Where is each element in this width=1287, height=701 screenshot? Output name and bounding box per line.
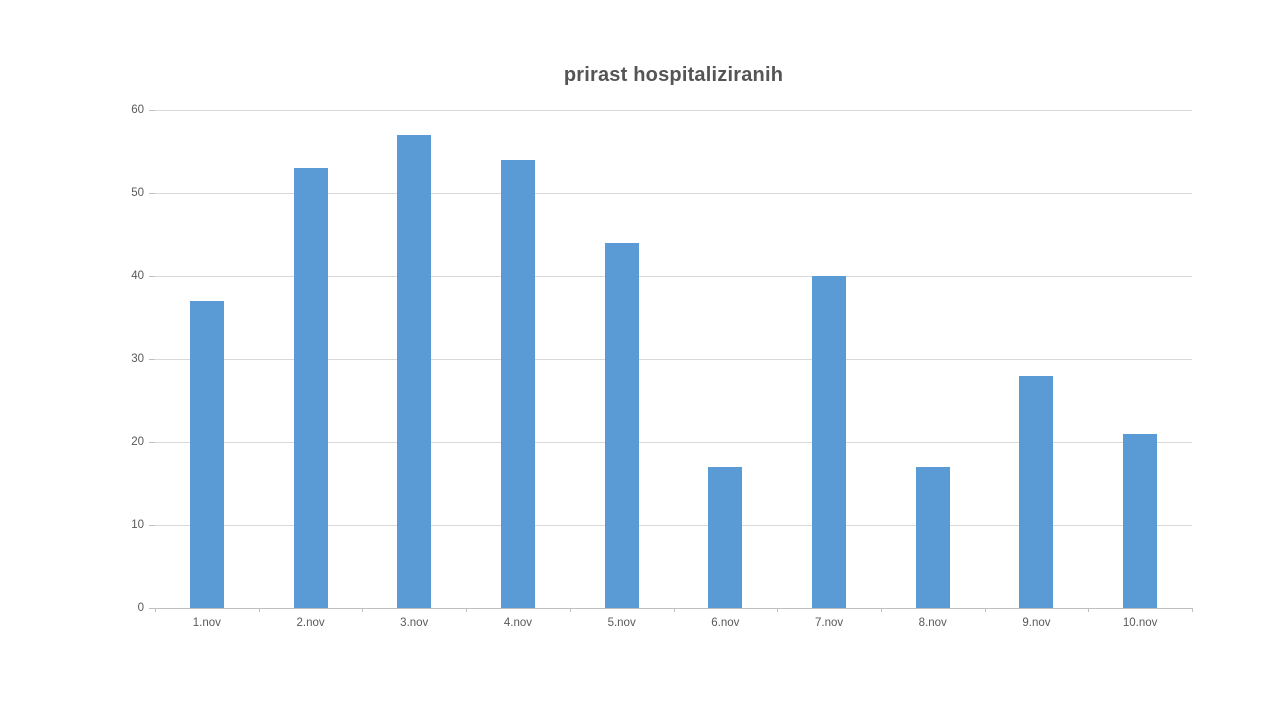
y-axis-tick-label: 20 [131,436,144,448]
x-axis-tick-label: 1.nov [192,617,221,629]
x-tick-mark [880,608,882,612]
y-axis-labels: 0 10 20 30 40 50 60 [0,104,144,614]
gridline [155,276,1192,277]
x-tick-mark [984,608,986,612]
x-tick-mark [155,608,156,612]
y-tick-mark [149,359,155,360]
gridline [155,359,1192,360]
y-axis-tick-label: 50 [131,187,144,199]
x-tick-mark [673,608,675,612]
x-axis-labels: 1.nov 2.nov 3.nov 4.nov 5.nov 6.nov 7.nov 8.nov… [155,617,1192,637]
bar-4.nov [500,159,535,608]
x-axis-tick-label: 3.nov [400,617,429,629]
y-axis-tick-label: 10 [131,519,144,531]
y-axis-tick-label: 0 [137,602,144,614]
gridline [155,525,1192,526]
y-tick-mark [149,193,155,194]
bar-9.nov [1019,375,1054,608]
bar-8.nov [915,466,950,608]
x-tick-mark [1192,608,1193,612]
y-tick-mark [149,110,155,111]
x-tick-mark [362,608,364,612]
y-tick-mark [149,525,155,526]
y-tick-mark [149,276,155,277]
chart-title: prirast hospitaliziranih [563,64,784,86]
bar-2.nov [293,168,328,608]
bar-1.nov [189,300,224,608]
y-axis-tick-label: 30 [131,353,144,365]
x-tick-mark [466,608,468,612]
gridline [155,442,1192,443]
x-axis-tick-label: 5.nov [607,617,636,629]
bar-10.nov [1123,433,1158,608]
bar-7.nov [812,276,847,608]
bar-5.nov [604,242,639,608]
y-tick-mark [149,442,155,443]
x-axis-tick-label: 2.nov [296,617,325,629]
y-axis-tick-label: 60 [131,104,144,116]
y-tick-mark [149,608,155,609]
x-tick-mark [777,608,779,612]
x-axis-tick-label: 8.nov [918,617,947,629]
x-axis-tick-label: 6.nov [711,617,740,629]
x-tick-mark [1088,608,1090,612]
bar-3.nov [397,134,432,608]
gridline [155,193,1192,194]
x-axis-tick-label: 9.nov [1022,617,1051,629]
y-axis-tick-label: 40 [131,270,144,282]
x-axis-tick-label: 10.nov [1122,617,1158,629]
plot-area [149,110,1193,612]
gridline [155,110,1192,111]
bar-6.nov [708,466,743,608]
x-axis-tick-label: 4.nov [503,617,533,629]
x-tick-mark [569,608,571,612]
x-axis-tick-label: 7.nov [814,617,844,629]
x-tick-mark [258,608,260,612]
